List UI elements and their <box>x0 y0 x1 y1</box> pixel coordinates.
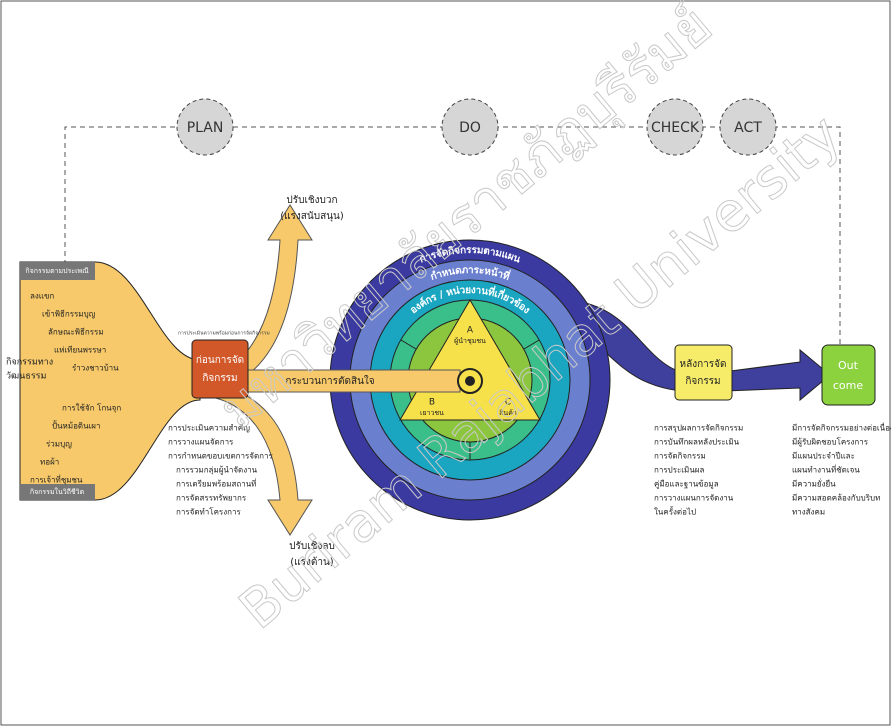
phase-circle <box>646 98 704 156</box>
outcome-item: มีการจัดกิจกรรมอย่างต่อเนื่อง <box>792 422 891 433</box>
top-box <box>20 262 95 280</box>
left-item: การใช้จัก โกนจุก <box>62 403 121 413</box>
phase-circle <box>176 98 234 156</box>
after-item: ในครั้งต่อไป <box>654 506 696 517</box>
before-item: การประเมินความสำคัญ <box>168 424 250 433</box>
after-item: การบันทึกผลหลังประเมิน <box>654 438 740 447</box>
core-letter: A <box>467 326 474 336</box>
phase-label: DO <box>459 120 481 136</box>
left-item: ร่วมบุญ <box>46 440 72 449</box>
phase-circle <box>441 98 499 156</box>
after-item: การจัดกิจกรรม <box>654 452 706 461</box>
outcome-item: มีความสอดคล้องกับบริบท <box>792 494 880 503</box>
left-item: ลงแขก <box>30 292 54 301</box>
phase-circle <box>719 98 777 156</box>
left-item: เข้าพิธีกรรมบุญ <box>42 310 96 319</box>
left-title: วัฒนธรรม <box>6 372 46 382</box>
decision-label: กระบวนการตัดสินใจ <box>285 375 374 387</box>
core-letter: C <box>505 398 511 408</box>
outcome-title: come <box>833 379 863 392</box>
after-item: การประเมินผล <box>654 466 704 475</box>
before-item: การวางแผนจัดการ <box>168 438 234 447</box>
after-item: คู่มือและฐานข้อมูล <box>654 480 719 490</box>
negative-label: (แรงต้าน) <box>290 556 334 568</box>
core-label: สินค้า <box>499 409 517 417</box>
top-label: กิจกรรมตามประเพณี <box>25 267 89 275</box>
left-item: การเจ้าที่ชุมชน <box>30 474 83 485</box>
left-shape <box>19 261 201 501</box>
left-title: กิจกรรมทาง <box>6 357 53 368</box>
phase-label: CHECK <box>651 120 700 136</box>
before-subitem: การจัดสรรทรัพยากร <box>176 494 247 503</box>
left-item: ลักษณะพิธีกรรม <box>48 328 104 337</box>
before-subitem: การจัดทำโครงการ <box>176 507 241 517</box>
outcome-item: มีแผนประจำปีและ <box>792 452 855 461</box>
after-item: การวางแผนการจัดงาน <box>654 494 734 503</box>
left-item: ทอผ้า <box>40 458 59 467</box>
before-item: การกำหนดขอบเขตการจัดการ <box>168 452 274 461</box>
after-title: หลังการจัด <box>680 359 727 370</box>
bottom-box <box>20 484 95 500</box>
outcome-item: มีผู้รับผิดชอบโครงการ <box>792 437 869 448</box>
outcome-item: ทางสังคม <box>792 508 825 517</box>
phase-label: PLAN <box>187 120 224 136</box>
positive-label: ปรับเชิงบวก <box>286 195 337 206</box>
before-subitem: การรวมกลุ่มผู้นำจัดงาน <box>176 466 258 476</box>
left-item: รำวงชาวบ้าน <box>72 364 119 373</box>
outcome-item: แผนทำงานที่ชัดเจน <box>792 464 860 475</box>
after-title: กิจกรรม <box>685 376 720 387</box>
before-subitem: การเตรียมพร้อมสถานที่ <box>176 478 256 489</box>
core-label: เยาวชน <box>420 409 444 417</box>
before-box <box>191 339 249 399</box>
after-box <box>674 344 733 401</box>
core-letter: B <box>429 398 435 408</box>
left-item: แห่เทียนพรรษา <box>54 346 106 355</box>
core-label: ผู้นำชุมชน <box>454 337 486 345</box>
after-item: การสรุปผลการจัดกิจกรรม <box>654 424 743 433</box>
before-note: การประเมินความพร้อมก่อนการจัดกิจกรรม <box>178 330 270 337</box>
negative-label: ปรับเชิงลบ <box>289 541 335 552</box>
outcome-box <box>821 344 876 406</box>
left-item: ปั้นหม้อดินเผา <box>52 420 100 431</box>
positive-label: (แรงสนับสนุน) <box>280 211 344 222</box>
outcome-title: Out <box>838 359 859 372</box>
outcome-item: มีความยั่งยืน <box>792 478 836 489</box>
before-title: กิจกรรม <box>202 373 237 384</box>
before-title: ก่อนการจัด <box>196 355 244 366</box>
bottom-label: กิจกรรมในวิถีชีวิต <box>30 487 85 496</box>
negative-arrow <box>199 379 313 536</box>
center-dot <box>465 376 475 386</box>
phase-label: ACT <box>734 120 762 136</box>
